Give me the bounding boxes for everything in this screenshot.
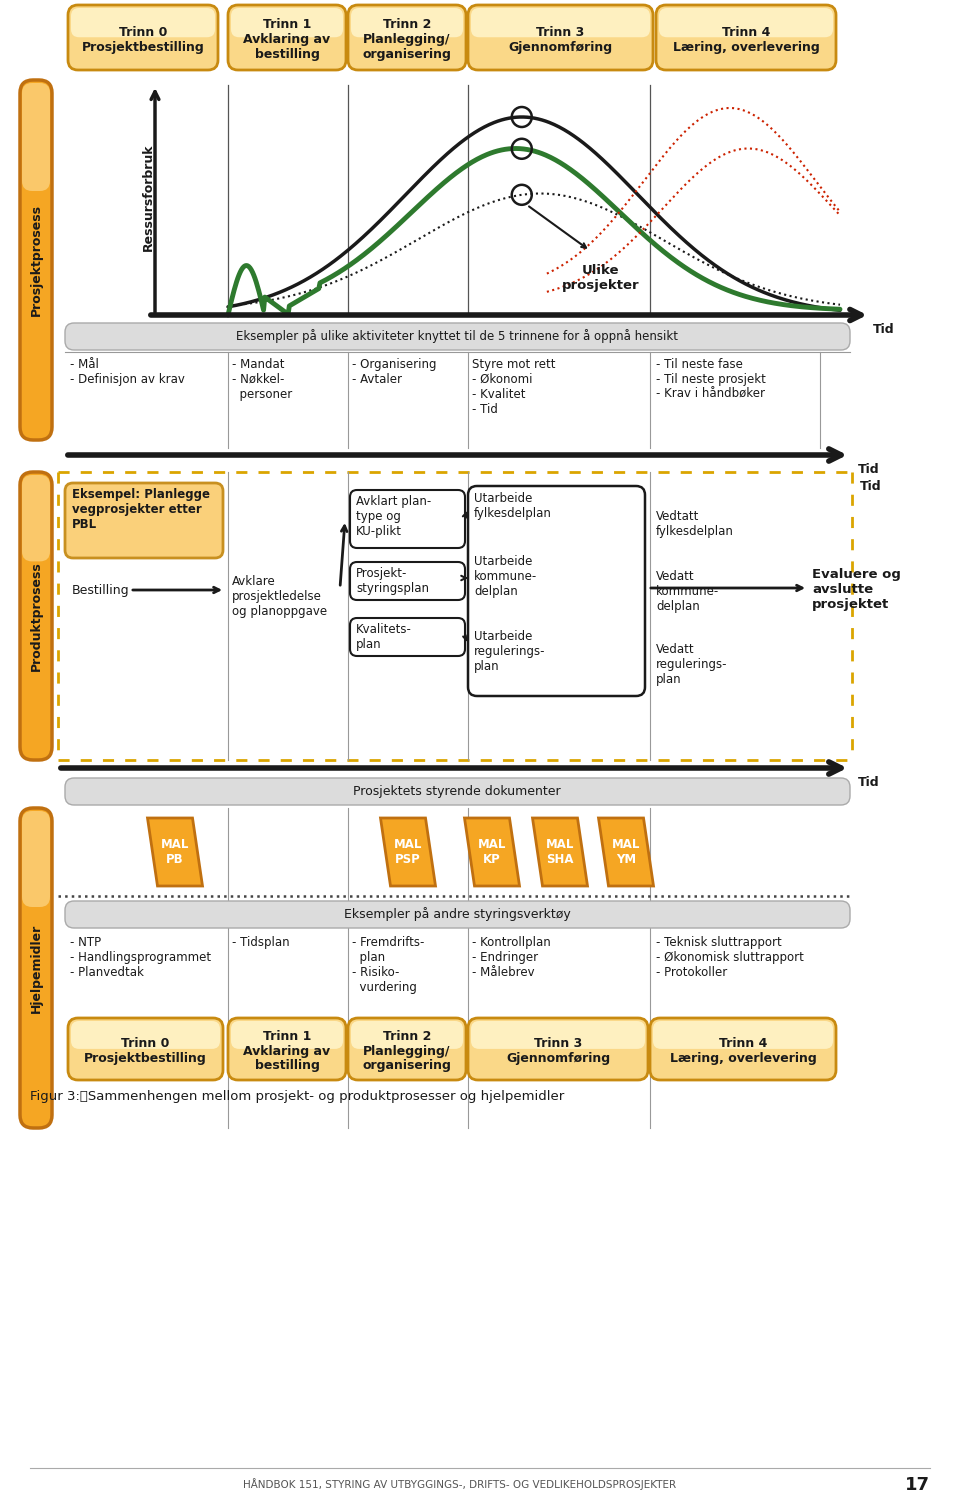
Text: Trinn 1
Avklaring av
bestilling: Trinn 1 Avklaring av bestilling — [244, 1030, 330, 1072]
FancyBboxPatch shape — [471, 7, 650, 37]
Text: Eksempel: Planlegge
vegprosjekter etter
PBL: Eksempel: Planlegge vegprosjekter etter … — [72, 489, 210, 531]
Polygon shape — [148, 818, 203, 886]
Text: Utarbeide
regulerings-
plan: Utarbeide regulerings- plan — [474, 630, 545, 673]
FancyBboxPatch shape — [20, 472, 52, 760]
FancyBboxPatch shape — [22, 811, 50, 907]
Text: Ulike
prosjekter: Ulike prosjekter — [562, 264, 639, 292]
Text: Trinn 4
Læring, overlevering: Trinn 4 Læring, overlevering — [673, 25, 820, 54]
Text: Vedtatt
fylkesdelplan: Vedtatt fylkesdelplan — [656, 510, 733, 538]
FancyBboxPatch shape — [653, 1021, 833, 1049]
FancyBboxPatch shape — [659, 7, 833, 37]
Text: Prosjektprosess: Prosjektprosess — [30, 204, 42, 316]
Text: 17: 17 — [905, 1477, 930, 1495]
FancyBboxPatch shape — [350, 562, 465, 600]
Text: MAL
YM: MAL YM — [612, 838, 640, 866]
Polygon shape — [380, 818, 436, 886]
Text: Trinn 3
Gjennomføring: Trinn 3 Gjennomføring — [509, 25, 612, 54]
FancyBboxPatch shape — [650, 1018, 836, 1079]
FancyBboxPatch shape — [65, 778, 850, 805]
Text: Trinn 2
Planlegging/
organisering: Trinn 2 Planlegging/ organisering — [363, 18, 451, 61]
Text: - Mandat
- Nøkkel-
  personer: - Mandat - Nøkkel- personer — [232, 358, 292, 402]
Text: Prosjektets styrende dokumenter: Prosjektets styrende dokumenter — [353, 785, 561, 797]
FancyBboxPatch shape — [65, 901, 850, 928]
FancyBboxPatch shape — [20, 808, 52, 1129]
Text: Eksempler på ulike aktiviteter knyttet til de 5 trinnene for å oppnå hensikt: Eksempler på ulike aktiviteter knyttet t… — [236, 330, 678, 343]
Text: Hjelpemidler: Hjelpemidler — [30, 923, 42, 1013]
Text: Tid: Tid — [860, 480, 881, 493]
FancyBboxPatch shape — [65, 322, 850, 349]
Text: Ressursforbruk: Ressursforbruk — [141, 144, 155, 252]
Text: Tid: Tid — [873, 322, 895, 336]
FancyBboxPatch shape — [351, 7, 463, 37]
Text: - Fremdrifts-
  plan
- Risiko-
  vurdering: - Fremdrifts- plan - Risiko- vurdering — [352, 935, 424, 994]
Text: Bestilling: Bestilling — [72, 583, 130, 597]
FancyBboxPatch shape — [71, 7, 215, 37]
Text: Styre mot rett
- Økonomi
- Kvalitet
- Tid: Styre mot rett - Økonomi - Kvalitet - Ti… — [472, 358, 556, 417]
Polygon shape — [465, 818, 519, 886]
Text: Trinn 2
Planlegging/
organisering: Trinn 2 Planlegging/ organisering — [363, 1030, 451, 1072]
FancyBboxPatch shape — [348, 1018, 466, 1079]
FancyBboxPatch shape — [350, 618, 465, 657]
Text: Utarbeide
kommune-
delplan: Utarbeide kommune- delplan — [474, 555, 538, 598]
Text: Figur 3:	Sammenhengen mellom prosjekt- og produktprosesser og hjelpemidler: Figur 3: Sammenhengen mellom prosjekt- o… — [30, 1090, 564, 1103]
FancyBboxPatch shape — [350, 490, 465, 549]
FancyBboxPatch shape — [20, 79, 52, 441]
Text: MAL
PB: MAL PB — [161, 838, 189, 866]
Text: - Til neste fase
- Til neste prosjekt
- Krav i håndbøker: - Til neste fase - Til neste prosjekt - … — [656, 358, 766, 402]
Text: Utarbeide
fylkesdelplan: Utarbeide fylkesdelplan — [474, 492, 552, 520]
FancyBboxPatch shape — [68, 1018, 223, 1079]
FancyBboxPatch shape — [231, 1021, 343, 1049]
Text: Trinn 3
Gjennomføring: Trinn 3 Gjennomføring — [506, 1037, 610, 1064]
Text: MAL
KP: MAL KP — [478, 838, 506, 866]
FancyBboxPatch shape — [228, 1018, 346, 1079]
Text: Trinn 0
Prosjektbestilling: Trinn 0 Prosjektbestilling — [84, 1037, 206, 1064]
Text: Trinn 4
Læring, overlevering: Trinn 4 Læring, overlevering — [670, 1037, 816, 1064]
FancyBboxPatch shape — [468, 1018, 648, 1079]
Text: Vedatt
regulerings-
plan: Vedatt regulerings- plan — [656, 643, 728, 687]
FancyBboxPatch shape — [228, 4, 346, 70]
FancyBboxPatch shape — [351, 1021, 463, 1049]
FancyBboxPatch shape — [65, 483, 223, 558]
Text: Vedatt
kommune-
delplan: Vedatt kommune- delplan — [656, 570, 719, 613]
Polygon shape — [598, 818, 654, 886]
Text: - NTP
- Handlingsprogrammet
- Planvedtak: - NTP - Handlingsprogrammet - Planvedtak — [70, 935, 211, 979]
Text: - Teknisk sluttrapport
- Økonomisk sluttrapport
- Protokoller: - Teknisk sluttrapport - Økonomisk slutt… — [656, 935, 804, 979]
Text: - Kontrollplan
- Endringer
- Målebrev: - Kontrollplan - Endringer - Målebrev — [472, 935, 551, 979]
FancyBboxPatch shape — [71, 1021, 220, 1049]
Text: Tid: Tid — [858, 463, 879, 477]
Text: Tid: Tid — [858, 776, 879, 788]
Text: - Organisering
- Avtaler: - Organisering - Avtaler — [352, 358, 437, 387]
Text: HÅNDBOK 151, STYRING AV UTBYGGINGS-, DRIFTS- OG VEDLIKEHOLDSPROSJEKTER: HÅNDBOK 151, STYRING AV UTBYGGINGS-, DRI… — [244, 1478, 677, 1490]
Text: Avklart plan-
type og
KU-plikt: Avklart plan- type og KU-plikt — [356, 495, 431, 538]
FancyBboxPatch shape — [468, 4, 653, 70]
Text: Produktprosess: Produktprosess — [30, 561, 42, 672]
FancyBboxPatch shape — [22, 475, 50, 562]
Text: Avklare
prosjektledelse
og planoppgave: Avklare prosjektledelse og planoppgave — [232, 576, 327, 618]
Text: MAL
PSP: MAL PSP — [394, 838, 422, 866]
FancyBboxPatch shape — [22, 82, 50, 190]
Text: Eksempler på andre styringsverktøy: Eksempler på andre styringsverktøy — [344, 907, 570, 922]
Text: MAL
SHA: MAL SHA — [546, 838, 574, 866]
FancyBboxPatch shape — [656, 4, 836, 70]
Polygon shape — [533, 818, 588, 886]
Text: Prosjekt-
styringsplan: Prosjekt- styringsplan — [356, 567, 429, 595]
Text: Kvalitets-
plan: Kvalitets- plan — [356, 624, 412, 651]
Text: - Mål
- Definisjon av krav: - Mål - Definisjon av krav — [70, 358, 185, 387]
FancyBboxPatch shape — [231, 7, 343, 37]
FancyBboxPatch shape — [348, 4, 466, 70]
Text: - Tidsplan: - Tidsplan — [232, 935, 290, 949]
FancyBboxPatch shape — [471, 1021, 645, 1049]
Text: Evaluere og
avslutte
prosjektet: Evaluere og avslutte prosjektet — [812, 568, 900, 612]
Text: Trinn 0
Prosjektbestilling: Trinn 0 Prosjektbestilling — [82, 25, 204, 54]
Text: Trinn 1
Avklaring av
bestilling: Trinn 1 Avklaring av bestilling — [244, 18, 330, 61]
FancyBboxPatch shape — [68, 4, 218, 70]
